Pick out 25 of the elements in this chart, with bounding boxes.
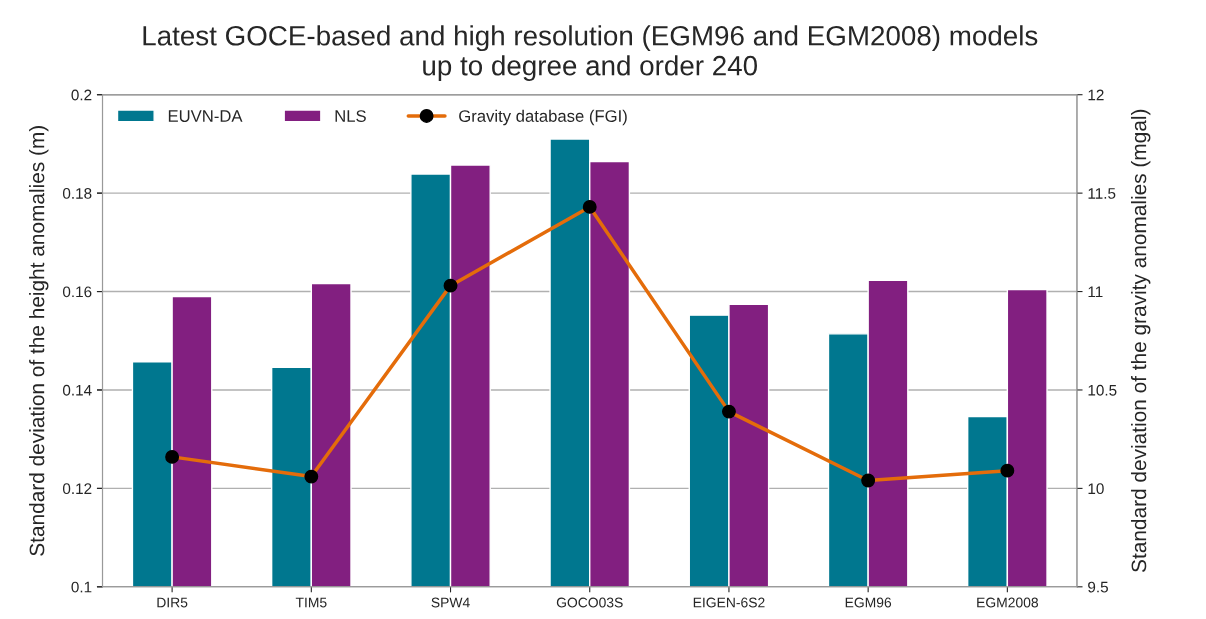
y-tick-label: 0.2 (71, 89, 92, 101)
y2-axis-title: Standard deviation of the gravity anomalies (mgal) (1131, 109, 1151, 572)
y2-tick-label: 11 (1088, 286, 1103, 298)
y-tick-label: 0.18 (62, 188, 92, 199)
x-tick-label: EGM96 (845, 597, 892, 608)
y2-tick-label: 11.5 (1088, 188, 1116, 199)
y-tick-label: 0.12 (62, 483, 92, 495)
y2-tick-label: 10 (1088, 483, 1104, 495)
y-tick-label: 0.14 (62, 384, 92, 396)
legend-label: Gravity database (FGI) (459, 109, 627, 126)
legend-label: EUVN-DA (168, 110, 243, 122)
y-axis-title: Standard deviation of the height anomalies (m) (29, 126, 49, 556)
x-tick-label: DIR5 (157, 597, 188, 608)
chart-title: Latest GOCE-based and high resolution (EGM96 and EGM2008) models up to degree and order 240 (143, 25, 1038, 82)
legend-label: NLS (335, 110, 366, 122)
x-tick-label: TIM5 (295, 597, 327, 608)
x-tick-label: GOCO03S (556, 597, 623, 608)
y-tick-label: 0.1 (71, 581, 92, 593)
y2-tick-label: 9.5 (1088, 581, 1108, 593)
y2-tick-label: 10.5 (1088, 384, 1117, 396)
x-tick-label: SPW4 (431, 597, 470, 608)
x-tick-label: EIGEN-6S2 (693, 597, 765, 608)
y-tick-label: 0.16 (62, 286, 92, 298)
y2-tick-label: 12 (1088, 89, 1104, 101)
x-tick-label: EGM2008 (977, 597, 1039, 608)
